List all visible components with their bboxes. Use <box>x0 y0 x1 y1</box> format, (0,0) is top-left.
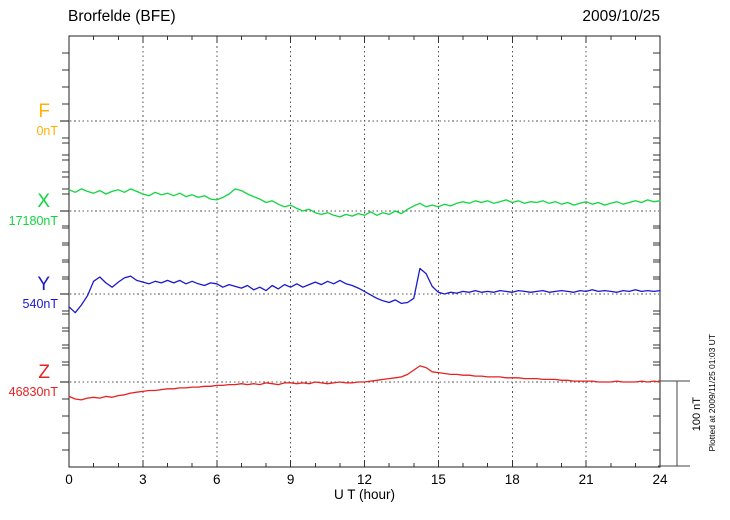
component-letter-Z: Z <box>38 362 50 383</box>
component-letter-X: X <box>37 191 50 212</box>
x-axis-tick-label: 15 <box>430 472 446 487</box>
trace-X <box>68 188 661 218</box>
component-letter-F: F <box>38 101 50 122</box>
plot-frame <box>68 35 661 468</box>
trace-Y <box>68 267 661 314</box>
x-axis-tick-label: 6 <box>212 472 221 487</box>
x-axis-tick-label: 21 <box>578 472 594 487</box>
x-axis-tick-label: 24 <box>652 472 668 487</box>
x-axis-tick-label: 18 <box>504 472 520 487</box>
station-title: Brorfelde (BFE) <box>68 8 176 25</box>
component-letter-Y: Y <box>37 274 50 295</box>
component-baseline-value-Z: 46830nT <box>8 385 58 399</box>
component-baseline-value-F: 0nT <box>36 124 58 138</box>
x-axis-tick-label: 3 <box>139 472 147 487</box>
x-axis-title: U T (hour) <box>333 487 396 502</box>
x-axis-tick-label: 0 <box>65 472 73 487</box>
component-baseline-value-Y: 540nT <box>22 297 58 311</box>
plot-date: 2009/10/25 <box>582 8 660 25</box>
trace-Z <box>68 365 661 401</box>
component-baseline-value-X: 17180nT <box>8 214 58 228</box>
plotted-at-note: Plotted at 2009/11/25 01:03 UT <box>707 334 717 452</box>
scale-bar-label: 100 nT <box>691 397 703 432</box>
x-axis-tick-label: 12 <box>356 472 373 487</box>
x-axis-tick-label: 9 <box>286 472 295 487</box>
